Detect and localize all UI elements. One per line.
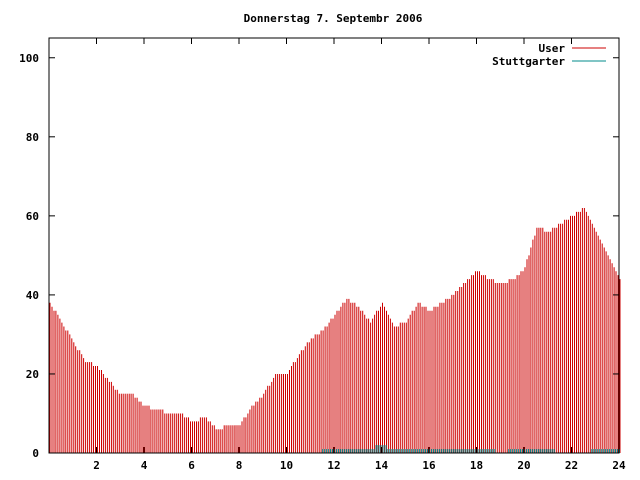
x-axis: 2 4 6 8 10 12 14 16 18 20 22 24: [93, 38, 626, 472]
y-axis: 0 20 40 60 80 100: [19, 52, 619, 460]
legend-label: User: [539, 42, 566, 55]
y-tick-label: 100: [19, 52, 39, 65]
plot-frame: [48, 37, 620, 454]
y-tick-label: 20: [26, 368, 39, 381]
y-tick-label: 40: [26, 289, 39, 302]
y-tick-label: 60: [26, 210, 39, 223]
stuttgarter-bars: [322, 445, 620, 453]
x-tick-label: 12: [327, 459, 340, 472]
y-tick-label: 0: [32, 447, 39, 460]
x-tick-label: 22: [565, 459, 578, 472]
legend-label: Stuttgarter: [492, 55, 565, 68]
x-tick-label: 10: [280, 459, 293, 472]
x-tick-label: 24: [612, 459, 626, 472]
x-tick-label: 16: [422, 459, 436, 472]
x-tick-label: 2: [93, 459, 100, 472]
user-bars: [49, 208, 621, 453]
x-tick-label: 4: [141, 459, 148, 472]
x-tick-label: 6: [188, 459, 195, 472]
chart-title: Donnerstag 7. Septembr 2006: [244, 12, 423, 25]
x-tick-label: 8: [236, 459, 243, 472]
x-tick-label: 14: [375, 459, 389, 472]
x-tick-label: 20: [517, 459, 530, 472]
x-tick-label: 18: [470, 459, 483, 472]
y-tick-label: 80: [26, 131, 39, 144]
